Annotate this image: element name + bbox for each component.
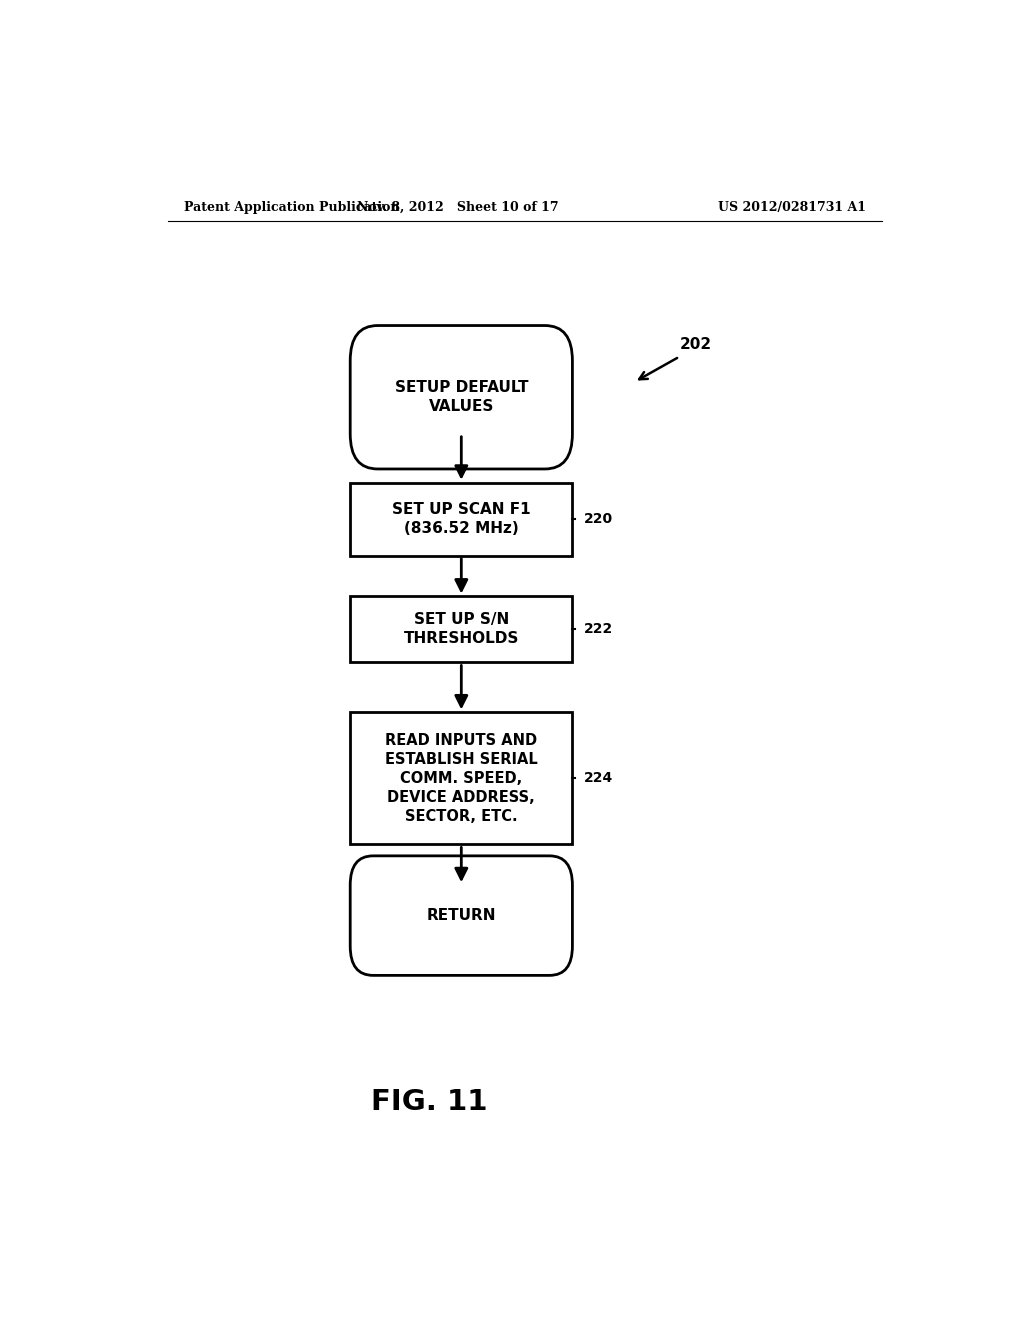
Text: Nov. 8, 2012   Sheet 10 of 17: Nov. 8, 2012 Sheet 10 of 17 [356, 201, 558, 214]
FancyBboxPatch shape [350, 595, 572, 663]
FancyBboxPatch shape [350, 713, 572, 845]
Text: READ INPUTS AND
ESTABLISH SERIAL
COMM. SPEED,
DEVICE ADDRESS,
SECTOR, ETC.: READ INPUTS AND ESTABLISH SERIAL COMM. S… [385, 733, 538, 824]
FancyBboxPatch shape [350, 326, 572, 469]
Text: 222: 222 [585, 622, 613, 636]
Text: 202: 202 [680, 337, 712, 351]
Text: US 2012/0281731 A1: US 2012/0281731 A1 [718, 201, 866, 214]
Text: 224: 224 [585, 771, 613, 785]
Text: FIG. 11: FIG. 11 [372, 1088, 487, 1115]
Text: RETURN: RETURN [427, 908, 496, 923]
Text: SET UP S/N
THRESHOLDS: SET UP S/N THRESHOLDS [403, 612, 519, 645]
Text: SETUP DEFAULT
VALUES: SETUP DEFAULT VALUES [394, 380, 528, 414]
FancyBboxPatch shape [350, 483, 572, 556]
Text: 220: 220 [585, 512, 613, 527]
Text: SET UP SCAN F1
(836.52 MHz): SET UP SCAN F1 (836.52 MHz) [392, 502, 530, 536]
Text: Patent Application Publication: Patent Application Publication [183, 201, 399, 214]
FancyBboxPatch shape [350, 855, 572, 975]
